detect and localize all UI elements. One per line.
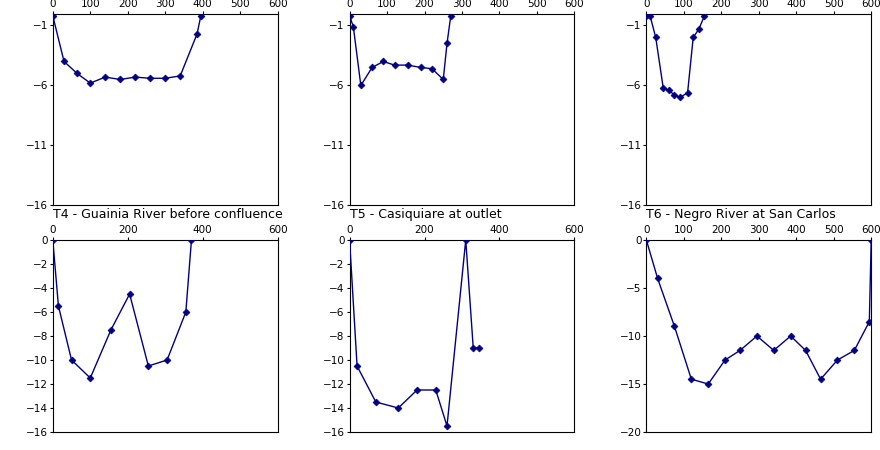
Text: T6 - Negro River at San Carlos: T6 - Negro River at San Carlos bbox=[647, 208, 836, 221]
Text: T4 - Guainia River before confluence: T4 - Guainia River before confluence bbox=[53, 208, 282, 221]
Text: T5 - Casiquiare at outlet: T5 - Casiquiare at outlet bbox=[349, 208, 502, 221]
